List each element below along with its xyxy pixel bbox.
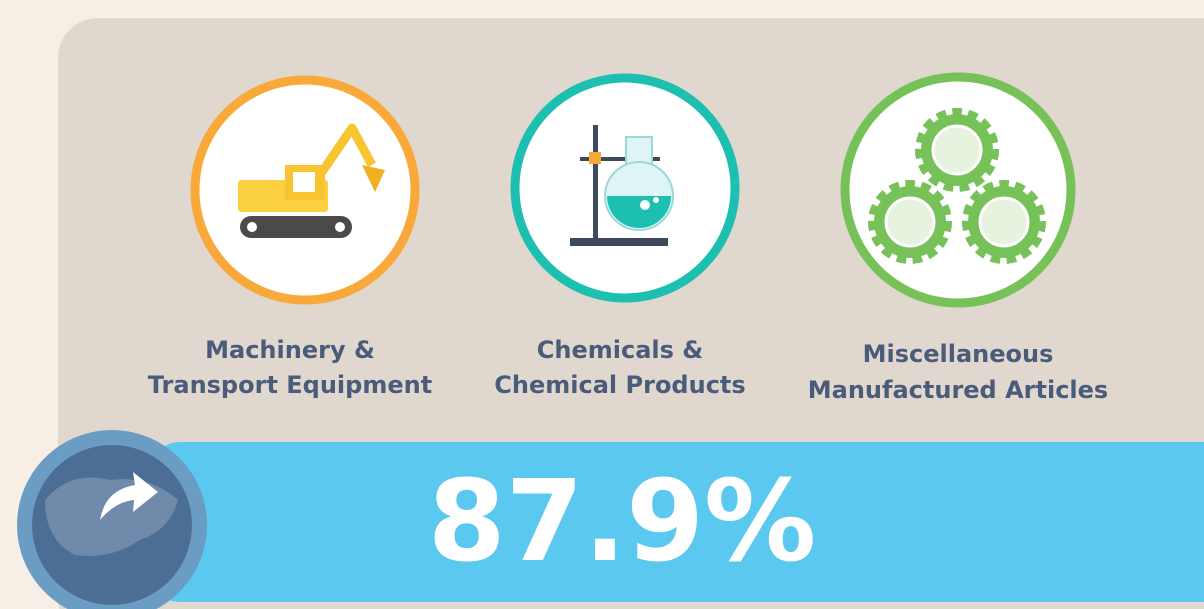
category-label: Manufactured Articles	[808, 376, 1108, 404]
map-badge	[17, 430, 207, 609]
machinery-icon	[190, 75, 420, 305]
category-label: Machinery &	[205, 336, 375, 364]
category-label: Chemical Products	[494, 371, 745, 399]
chemicals-icon	[510, 73, 740, 303]
share-value: 87.9%	[428, 457, 817, 587]
category-label: Chemicals &	[537, 336, 703, 364]
share-banner	[150, 442, 1204, 602]
category-label: Transport Equipment	[148, 371, 432, 399]
category-label: Miscellaneous	[863, 340, 1054, 368]
gears-icon	[840, 72, 1076, 308]
